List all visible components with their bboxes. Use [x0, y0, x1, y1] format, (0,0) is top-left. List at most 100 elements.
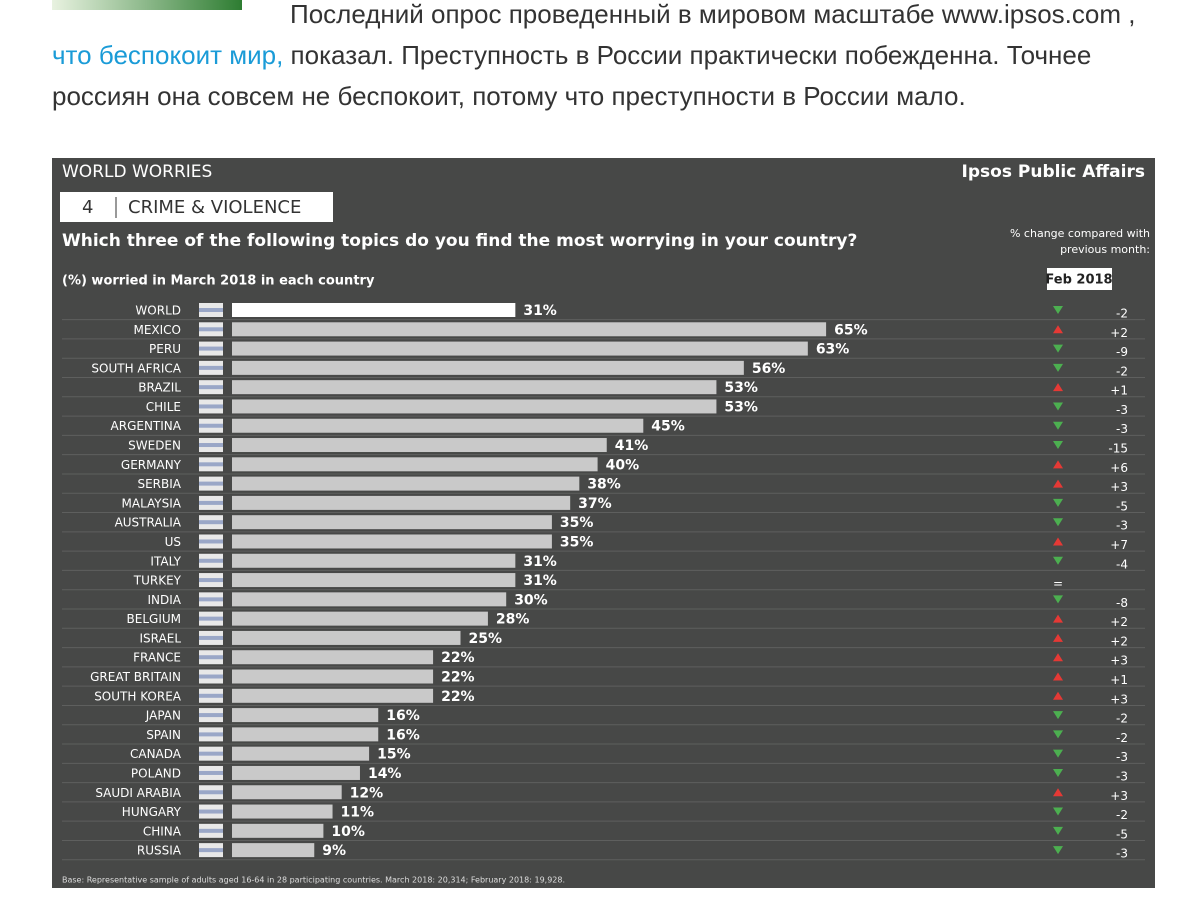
change-label: +1 — [1110, 673, 1128, 687]
bar — [232, 515, 552, 530]
change-label: -2 — [1116, 307, 1128, 321]
change-label: -3 — [1116, 403, 1128, 417]
flag-stripe — [199, 423, 223, 428]
bar — [232, 495, 571, 510]
category-label: TURKEY — [133, 574, 182, 588]
value-label: 28% — [496, 612, 530, 628]
flag-stripe — [199, 848, 223, 853]
change-header-box: % change compared with previous month: — [1009, 227, 1150, 256]
bar — [232, 399, 717, 414]
value-label: 53% — [724, 380, 758, 396]
bar — [232, 650, 434, 665]
bar — [232, 360, 744, 375]
category-label: SWEDEN — [128, 439, 181, 453]
change-label: -4 — [1116, 557, 1128, 571]
category-label: FRANCE — [133, 651, 181, 665]
value-label: 16% — [386, 727, 420, 743]
bar — [232, 708, 379, 723]
flag-stripe — [199, 713, 223, 718]
bar — [232, 785, 342, 800]
change-label: +3 — [1110, 654, 1128, 668]
value-label: 30% — [514, 592, 548, 608]
bar — [232, 341, 808, 356]
flag-stripe — [199, 790, 223, 795]
value-label: 31% — [523, 554, 557, 570]
category-label: SERBIA — [137, 477, 181, 491]
value-label: 63% — [816, 342, 850, 358]
value-label: 12% — [350, 785, 384, 801]
category-label: ARGENTINA — [111, 419, 182, 433]
change-label: -3 — [1116, 422, 1128, 436]
flag-stripe — [199, 385, 223, 390]
change-arrow — [1053, 691, 1063, 700]
category-label: SAUDI ARABIA — [95, 786, 181, 800]
bar — [232, 630, 461, 645]
change-arrow — [1053, 653, 1063, 662]
change-arrow — [1053, 749, 1063, 758]
footnote: Base: Representative sample of adults ag… — [62, 876, 565, 885]
change-arrow — [1053, 325, 1063, 334]
change-label: +2 — [1110, 634, 1128, 648]
brand: Ipsos Public Affairs — [962, 162, 1145, 182]
category-label: WORLD — [135, 304, 181, 318]
flag-stripe — [199, 365, 223, 370]
category-label: US — [165, 535, 181, 549]
flag-stripe — [199, 500, 223, 505]
article-text: Последний опрос проведенный в мировом ма… — [52, 0, 1152, 117]
article-link[interactable]: что беспокоит мир, — [52, 40, 284, 70]
flag-stripe — [199, 462, 223, 467]
change-arrow — [1053, 556, 1063, 565]
month-box — [1047, 268, 1112, 290]
change-arrow — [1053, 633, 1063, 642]
category-label: POLAND — [131, 766, 181, 780]
bar — [232, 457, 598, 472]
change-label: +6 — [1110, 461, 1128, 475]
flag-stripe — [199, 327, 223, 332]
bar — [232, 669, 434, 684]
value-label: 11% — [341, 805, 375, 821]
category-label: CANADA — [130, 747, 182, 761]
change-arrow — [1053, 730, 1063, 739]
question: Which three of the following topics do y… — [62, 231, 857, 251]
change-arrow — [1053, 498, 1063, 507]
flag-stripe — [199, 770, 223, 775]
change-arrow — [1053, 460, 1063, 469]
bar — [232, 611, 488, 626]
flag-stripe — [199, 346, 223, 351]
value-label: 16% — [386, 708, 420, 724]
category-label: BELGIUM — [127, 612, 181, 626]
category-label: JAPAN — [145, 709, 181, 723]
value-label: 35% — [560, 515, 594, 531]
header-image — [52, 0, 242, 10]
bar — [232, 534, 552, 549]
bar — [232, 573, 516, 588]
change-header: % change compared with previous month: — [1009, 227, 1150, 256]
category-label: MEXICO — [133, 323, 181, 337]
article-lead: Последний опрос проведенный в мировом ма… — [290, 0, 1136, 29]
change-arrow — [1053, 383, 1063, 392]
change-label: -3 — [1116, 847, 1128, 861]
flag-stripe — [199, 539, 223, 544]
value-label: 40% — [606, 457, 640, 473]
flag-stripe — [199, 308, 223, 312]
change-label: -3 — [1116, 750, 1128, 764]
change-arrow — [1053, 788, 1063, 797]
change-label: -3 — [1116, 519, 1128, 533]
bar — [232, 765, 360, 780]
category-label: GREAT BRITAIN — [90, 670, 181, 684]
bar — [232, 476, 580, 491]
value-label: 38% — [587, 477, 621, 493]
change-label: -9 — [1116, 345, 1128, 359]
section-title: CRIME & VIOLENCE — [128, 197, 301, 218]
change-arrow — [1053, 807, 1063, 816]
category-label: BRAZIL — [138, 381, 181, 395]
category-label: RUSSIA — [137, 844, 182, 858]
change-label: -8 — [1116, 596, 1128, 610]
flag-stripe — [199, 443, 223, 448]
bar — [232, 553, 516, 568]
flag-stripe — [199, 655, 223, 660]
flag-stripe — [199, 481, 223, 486]
change-label: +2 — [1110, 326, 1128, 340]
change-month: Feb 2018 — [1045, 273, 1112, 288]
